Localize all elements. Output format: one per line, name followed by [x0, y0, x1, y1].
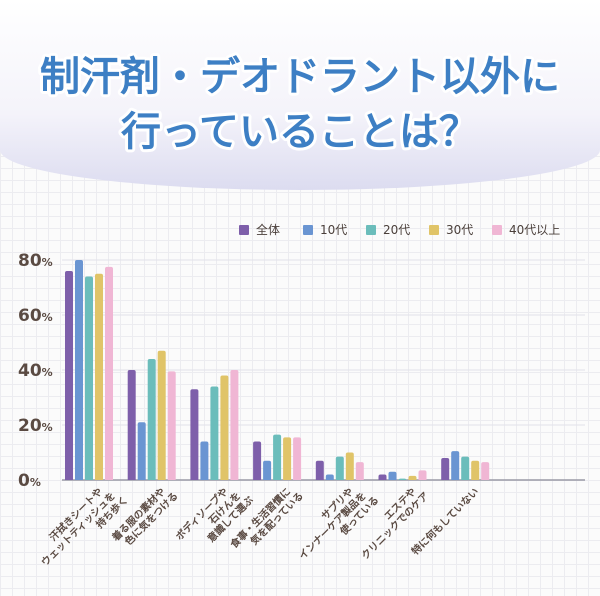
x-tick-label: ボディソープや石けんを意識して選ぶ — [173, 476, 256, 559]
legend-swatch — [492, 225, 502, 235]
bar — [355, 462, 364, 480]
bar — [220, 375, 229, 480]
bar — [481, 462, 490, 480]
legend-swatch — [239, 225, 249, 235]
title-banner — [0, 0, 600, 190]
legend-label: 10代 — [320, 223, 347, 237]
bar — [283, 437, 292, 480]
x-tick-label: 汗拭きシートやウェットティッシュを持ち歩く — [30, 476, 131, 577]
x-tick-label: 着る服の素材や色に気をつける — [108, 481, 180, 553]
bar — [263, 460, 272, 480]
bar — [85, 276, 93, 480]
bar — [127, 370, 136, 480]
bar — [388, 471, 397, 480]
y-tick-label: 80% — [18, 251, 53, 271]
bar — [441, 458, 450, 480]
bar — [210, 386, 219, 480]
bar — [335, 456, 344, 480]
legend-swatch — [303, 225, 313, 235]
legend-swatch — [366, 225, 376, 235]
bar — [378, 474, 387, 480]
x-tick-label: 食事・生活習慣に気を配っている — [227, 481, 306, 560]
bar — [253, 441, 262, 480]
y-tick-label: 20% — [18, 416, 53, 436]
bar — [408, 475, 417, 480]
title-line-2: 行っていることは？ — [121, 109, 479, 155]
legend-swatch — [429, 225, 439, 235]
bar — [471, 460, 480, 480]
bar — [293, 437, 302, 480]
bar — [95, 273, 103, 480]
bar — [273, 434, 282, 480]
y-tick-label: 40% — [18, 361, 53, 381]
bar — [461, 456, 470, 480]
bar — [315, 460, 324, 480]
bar — [157, 350, 166, 480]
bar — [190, 389, 199, 480]
bar — [451, 451, 460, 480]
bar — [65, 271, 73, 480]
bar — [325, 474, 334, 480]
legend-label: 40代以上 — [509, 223, 560, 237]
bar — [137, 422, 146, 480]
bar — [418, 470, 427, 480]
bar — [230, 370, 239, 480]
bar — [147, 359, 156, 480]
bar — [105, 266, 113, 480]
bar — [167, 371, 176, 480]
bar — [75, 260, 83, 480]
bar — [345, 452, 354, 480]
title-line-1: 制汗剤・デオドラント以外に — [40, 54, 560, 100]
legend-label: 30代 — [446, 223, 473, 237]
legend-label: 全体 — [256, 222, 280, 237]
y-tick-label: 60% — [18, 306, 53, 326]
legend-label: 20代 — [383, 223, 410, 237]
bar — [398, 478, 407, 481]
bar — [200, 441, 209, 480]
y-tick-label: 0% — [18, 471, 41, 491]
